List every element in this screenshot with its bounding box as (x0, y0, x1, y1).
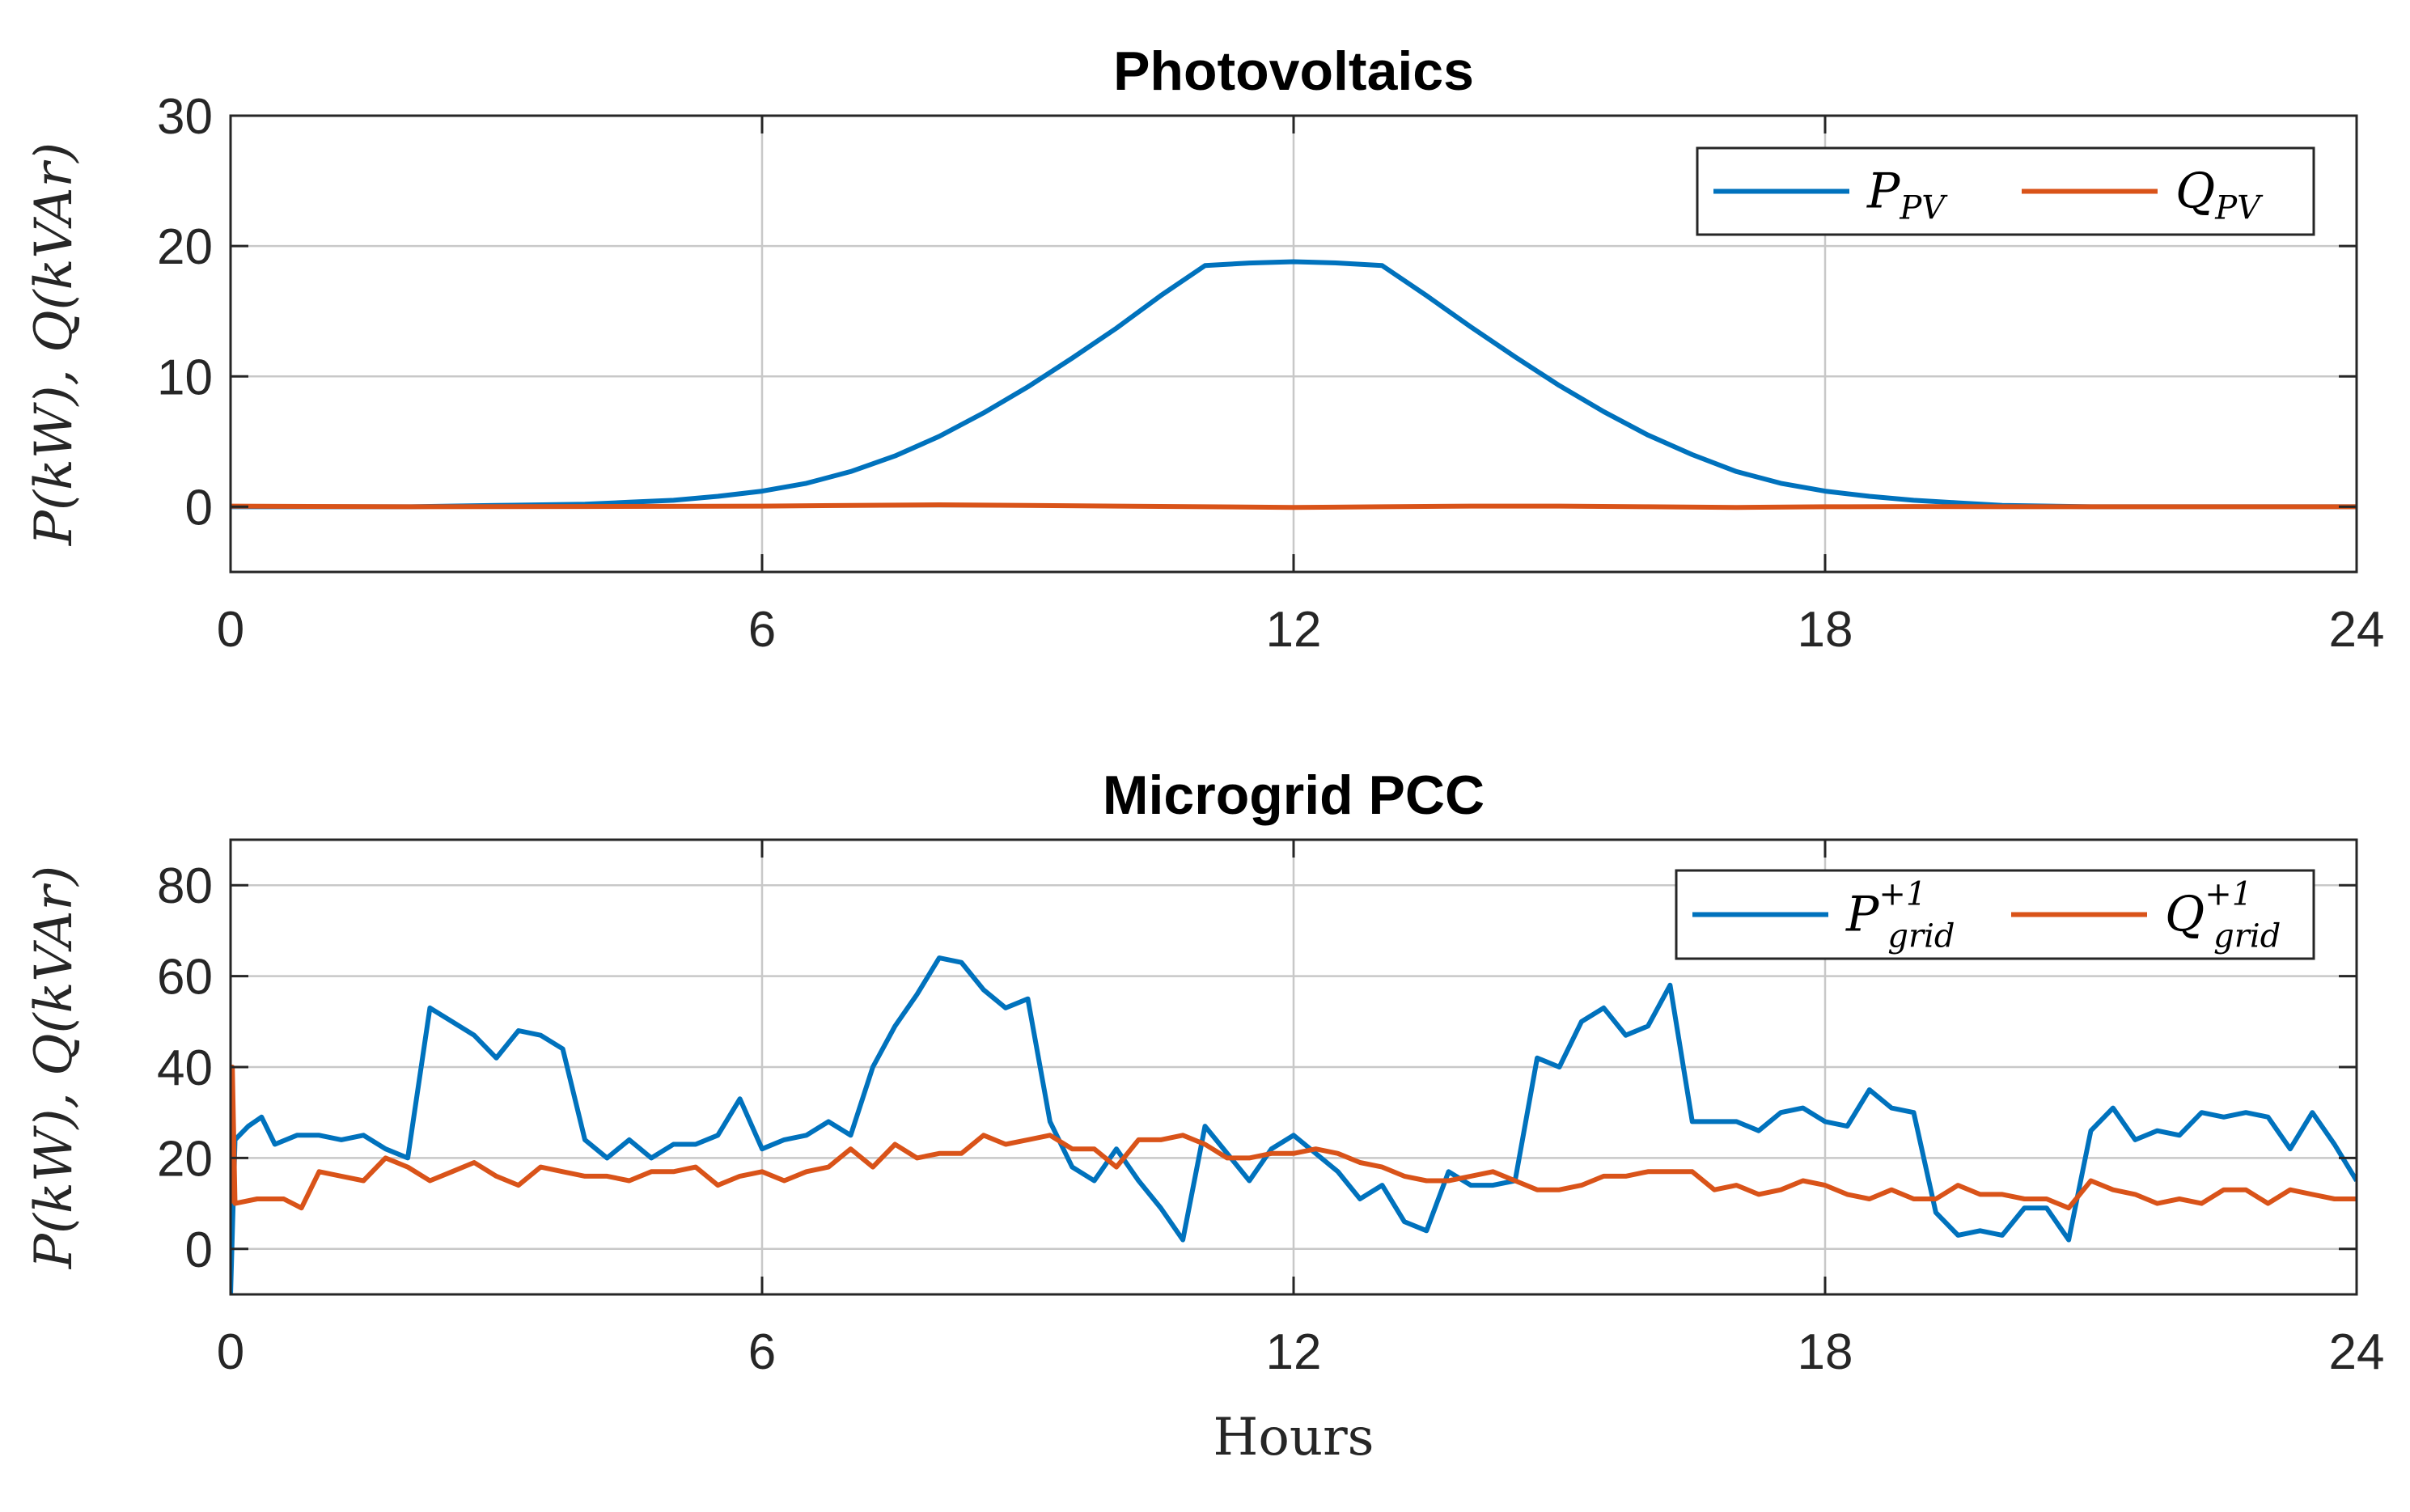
x-tick-label: 24 (2329, 602, 2385, 658)
legend-label: P+1 grid (1845, 876, 1955, 955)
y-tick-label: 20 (157, 219, 213, 275)
chart-microgrid-pcc: 0 6 12 18 24 0 20 40 60 80 Microgrid PCC P(kW), Q(k… (24, 764, 2384, 1468)
legend-label: QPV (2175, 163, 2264, 227)
legend-label: Q+1 grid (2165, 876, 2281, 955)
y-tick-label: 0 (185, 480, 213, 536)
x-tick-label: 0 (217, 602, 244, 658)
y-tick-label: 40 (157, 1040, 213, 1096)
x-tick-label: 12 (1266, 1324, 1322, 1380)
x-tick-label: 6 (748, 1324, 776, 1380)
x-tick-label: 18 (1798, 1324, 1853, 1380)
legend: P+1 grid Q+1 grid (1675, 869, 2315, 960)
legend: PPV QPV (1696, 146, 2315, 236)
y-tick-label: 80 (157, 858, 213, 914)
x-tick-label: 24 (2329, 1324, 2385, 1380)
series-line-q-grid (231, 1065, 2357, 1211)
chart-title: Photovoltaics (1113, 40, 1474, 102)
chart-photovoltaics: 0 6 12 18 24 0 10 20 30 Photovoltaics P(kW), Q(kVA… (24, 40, 2384, 658)
y-tick-label: 20 (157, 1131, 213, 1187)
series-line-q-pv (231, 502, 2357, 510)
y-tick-label: 60 (157, 950, 213, 1006)
x-tick-label: 0 (217, 1324, 244, 1380)
legend-label: PPV (1866, 163, 1948, 227)
y-tick-label: 10 (157, 349, 213, 405)
y-axis-label: P(kW), Q(kVAr) (24, 142, 84, 546)
y-tick-label: 30 (157, 89, 213, 145)
x-tick-label: 6 (748, 602, 776, 658)
x-tick-label: 12 (1266, 602, 1322, 658)
x-tick-label: 18 (1798, 602, 1853, 658)
series-line-p-grid (231, 955, 2357, 1294)
y-axis-label: P(kW), Q(kVAr) (24, 866, 84, 1269)
y-tick-label: 0 (185, 1222, 213, 1278)
chart-title: Microgrid PCC (1103, 764, 1485, 826)
x-axis-label: Hours (1213, 1408, 1374, 1468)
series-line-p-pv (231, 259, 2357, 510)
